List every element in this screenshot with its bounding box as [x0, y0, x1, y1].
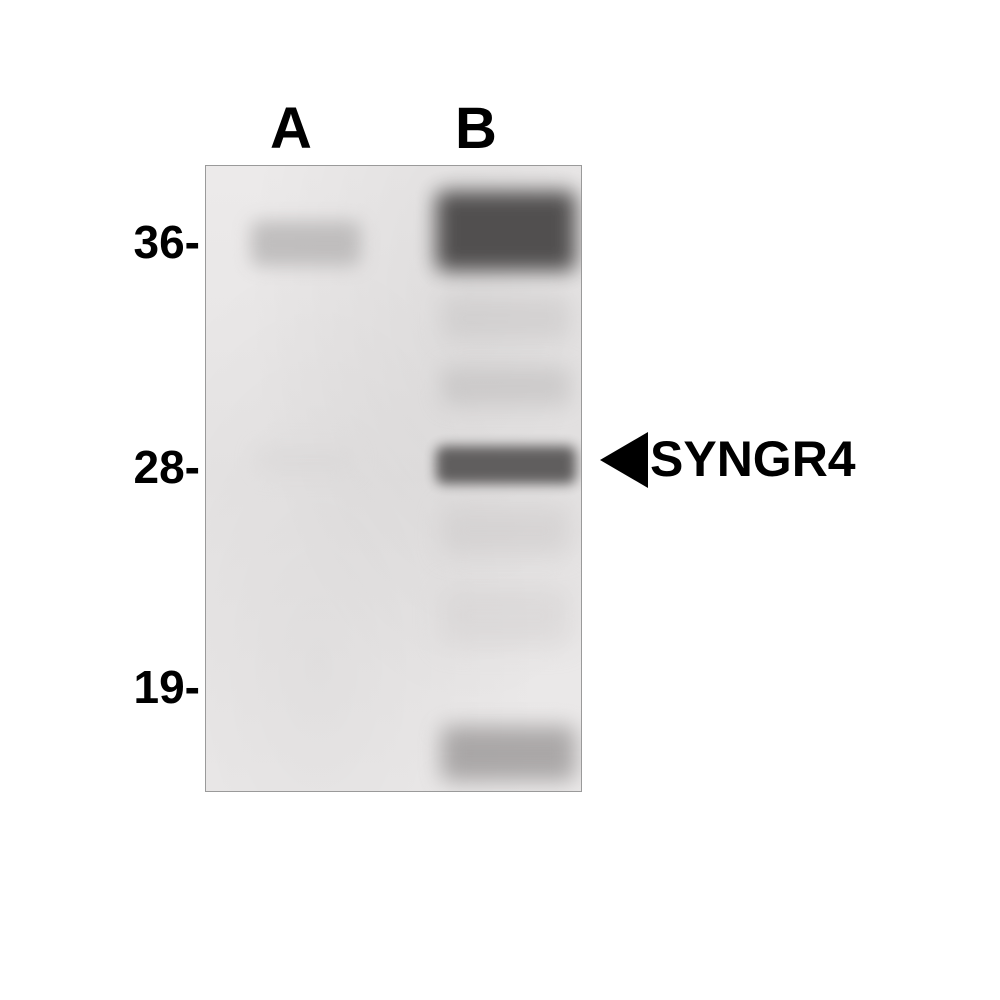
- band-b: [441, 506, 571, 556]
- band-b: [441, 366, 571, 406]
- lane-label-a: A: [270, 95, 312, 162]
- blot-membrane: [205, 165, 582, 792]
- band-b: [436, 446, 576, 484]
- band-b: [441, 586, 571, 646]
- mw-marker-28: 28-: [134, 440, 200, 494]
- band-b: [441, 296, 571, 341]
- pointer-arrow-icon: [600, 432, 648, 488]
- band-b: [436, 191, 576, 271]
- band-a: [251, 221, 361, 266]
- protein-name-label: SYNGR4: [650, 430, 856, 488]
- figure-canvas: A B 36- 28- 19- SYNGR4: [0, 0, 1000, 1000]
- mw-marker-36: 36-: [134, 215, 200, 269]
- band-b: [441, 726, 576, 781]
- mw-marker-19: 19-: [134, 660, 200, 714]
- lane-label-b: B: [455, 95, 497, 162]
- band-a: [256, 446, 356, 474]
